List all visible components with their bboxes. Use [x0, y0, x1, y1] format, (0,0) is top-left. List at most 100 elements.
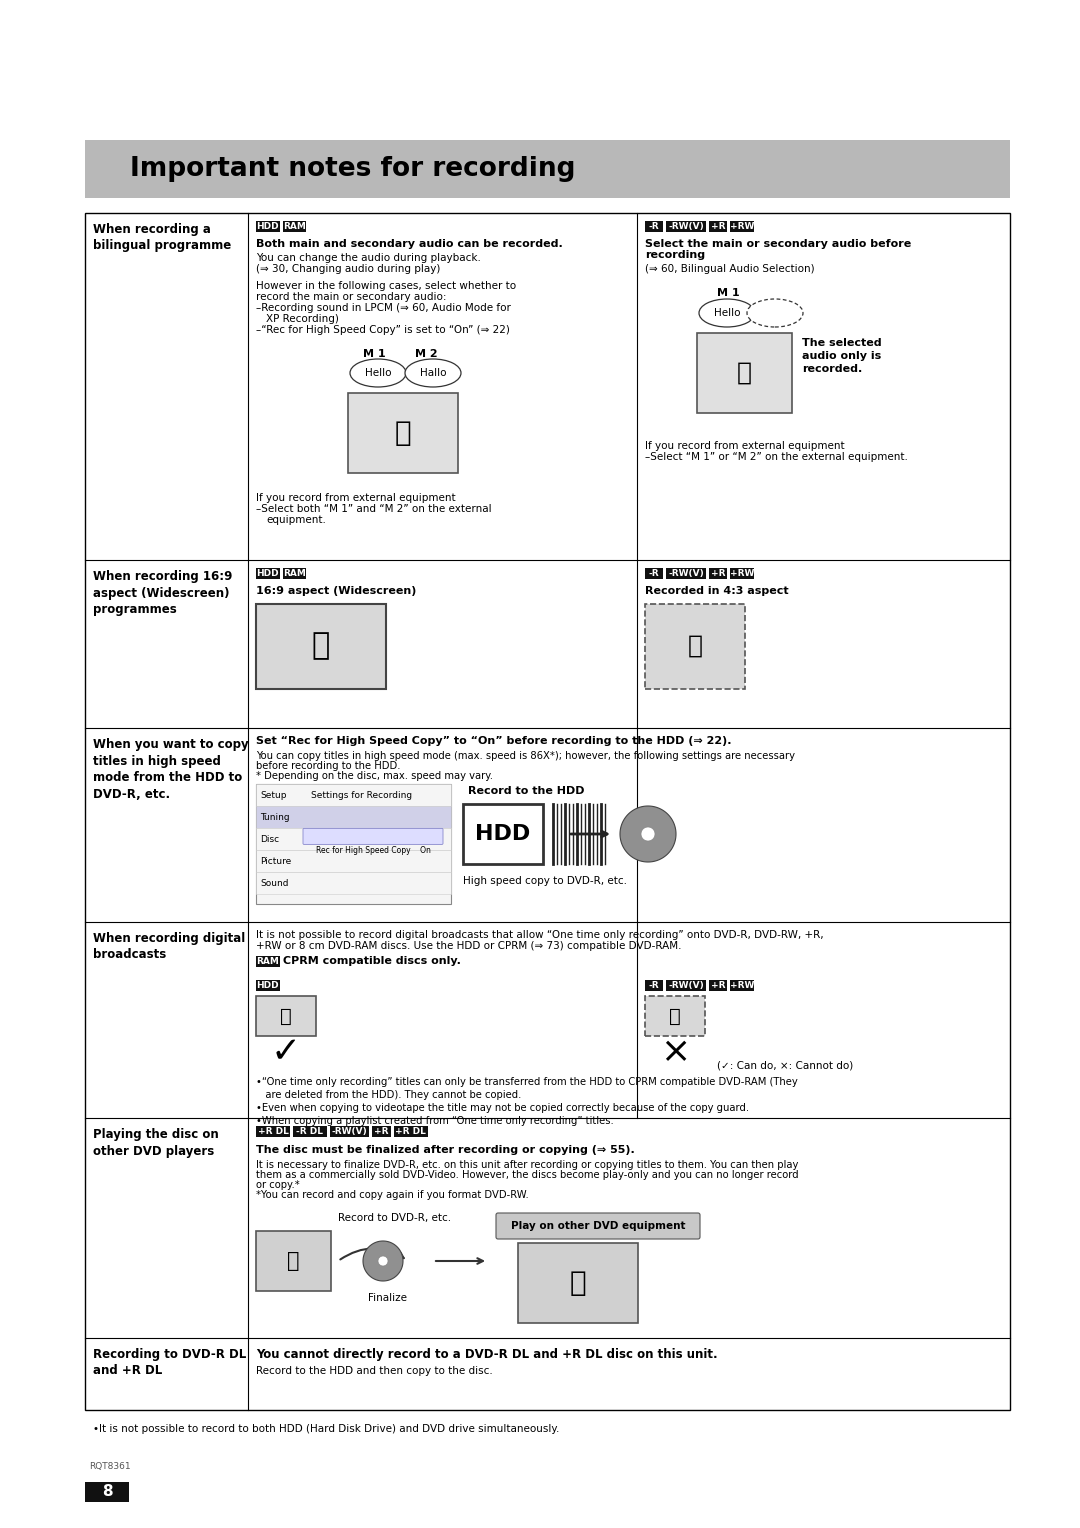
Text: HDD: HDD [475, 824, 530, 843]
Text: +R DL: +R DL [257, 1128, 288, 1135]
Text: RAM: RAM [256, 957, 280, 966]
Text: 8: 8 [102, 1485, 112, 1499]
Text: 👫: 👫 [394, 419, 411, 448]
Text: You can copy titles in high speed mode (max. speed is 86X*); however, the follow: You can copy titles in high speed mode (… [256, 750, 795, 761]
Text: (⇒ 30, Changing audio during play): (⇒ 30, Changing audio during play) [256, 264, 441, 274]
Text: When recording a
bilingual programme: When recording a bilingual programme [93, 223, 231, 252]
Text: If you record from external equipment: If you record from external equipment [256, 494, 456, 503]
Bar [85, 141, 1010, 199]
Text: Record to DVD-R, etc.: Record to DVD-R, etc. [338, 1213, 451, 1222]
Text: Recording to DVD-R DL
and +R DL: Recording to DVD-R DL and +R DL [93, 1348, 246, 1378]
Text: High speed copy to DVD-R, etc.: High speed copy to DVD-R, etc. [463, 876, 627, 886]
Bar [645, 996, 705, 1036]
Text: +R: +R [711, 222, 725, 231]
Text: before recording to the HDD.: before recording to the HDD. [256, 761, 401, 772]
Text: are deleted from the HDD). They cannot be copied.: are deleted from the HDD). They cannot b… [256, 1089, 522, 1100]
Text: RAM: RAM [283, 568, 306, 578]
Text: HDD: HDD [256, 981, 279, 990]
Text: If you record from external equipment: If you record from external equipment [645, 442, 845, 451]
Text: Record to the HDD and then copy to the disc.: Record to the HDD and then copy to the d… [256, 1366, 492, 1377]
Bar [373, 1126, 391, 1137]
Text: 👤: 👤 [737, 361, 752, 385]
Text: record the main or secondary audio:: record the main or secondary audio: [256, 292, 446, 303]
Bar [645, 222, 663, 232]
Text: -RW(V): -RW(V) [332, 1128, 367, 1135]
Text: The selected
audio only is
recorded.: The selected audio only is recorded. [802, 338, 881, 374]
Text: (✓: Can do, ×: Cannot do): (✓: Can do, ×: Cannot do) [717, 1060, 853, 1070]
Text: Rec for High Speed Copy    On: Rec for High Speed Copy On [315, 847, 431, 854]
Text: •When copying a playlist created from “One time only recording” titles.: •When copying a playlist created from “O… [256, 1115, 613, 1126]
Bar [730, 222, 754, 232]
Bar [256, 1126, 291, 1137]
Polygon shape [378, 1256, 388, 1267]
Text: It is not possible to record digital broadcasts that allow “One time only record: It is not possible to record digital bro… [256, 931, 824, 940]
Text: 💻: 💻 [569, 1268, 586, 1297]
Text: -RW(V): -RW(V) [669, 981, 704, 990]
Text: M 2: M 2 [415, 348, 437, 359]
Bar [708, 222, 727, 232]
Text: 📺: 📺 [688, 634, 702, 659]
Text: *You can record and copy again if you format DVD-RW.: *You can record and copy again if you fo… [256, 1190, 529, 1199]
Text: Picture: Picture [260, 857, 292, 865]
Text: M 1: M 1 [717, 287, 740, 298]
Text: +RW: +RW [730, 568, 754, 578]
Text: M 1: M 1 [363, 348, 386, 359]
Text: Important notes for recording: Important notes for recording [130, 156, 576, 182]
Text: When recording 16:9
aspect (Widescreen)
programmes: When recording 16:9 aspect (Widescreen) … [93, 570, 232, 616]
Bar [283, 568, 307, 579]
Text: -R: -R [649, 568, 660, 578]
Polygon shape [363, 1241, 403, 1280]
Text: +R DL: +R DL [395, 1128, 426, 1135]
Bar [293, 1126, 327, 1137]
Text: Select the main or secondary audio before: Select the main or secondary audio befor… [645, 238, 912, 249]
Text: +RW or 8 cm DVD-RAM discs. Use the HDD or CPRM (⇒ 73) compatible DVD-RAM.: +RW or 8 cm DVD-RAM discs. Use the HDD o… [256, 941, 681, 950]
Bar [85, 1482, 129, 1502]
Ellipse shape [747, 299, 804, 327]
Text: –Select both “M 1” and “M 2” on the external: –Select both “M 1” and “M 2” on the exte… [256, 504, 491, 513]
Text: Playing the disc on
other DVD players: Playing the disc on other DVD players [93, 1128, 219, 1158]
Text: recording: recording [645, 251, 705, 260]
Text: * Depending on the disc, max. speed may vary.: * Depending on the disc, max. speed may … [256, 772, 492, 781]
Bar [256, 996, 316, 1036]
Text: You can change the audio during playback.: You can change the audio during playback… [256, 254, 481, 263]
Ellipse shape [405, 359, 461, 387]
Text: Disc: Disc [260, 834, 279, 843]
Text: -R DL: -R DL [297, 1128, 324, 1135]
Bar [645, 568, 663, 579]
Bar [256, 568, 280, 579]
Bar [256, 805, 451, 828]
Text: +R: +R [711, 568, 725, 578]
FancyBboxPatch shape [496, 1213, 700, 1239]
Bar [256, 850, 451, 872]
Text: equipment.: equipment. [266, 515, 326, 526]
Text: HDD: HDD [256, 222, 279, 231]
Bar [645, 979, 663, 992]
Bar [666, 568, 705, 579]
Text: Hello: Hello [714, 309, 740, 318]
Bar [645, 604, 745, 689]
Bar [256, 222, 280, 232]
Bar [697, 333, 792, 413]
Text: Hello: Hello [365, 368, 391, 377]
Text: HDD: HDD [256, 568, 279, 578]
Text: -R: -R [649, 981, 660, 990]
Bar [256, 828, 451, 850]
Bar [256, 872, 451, 894]
Text: You cannot directly record to a DVD-R DL and +R DL disc on this unit.: You cannot directly record to a DVD-R DL… [256, 1348, 717, 1361]
Text: •Even when copying to videotape the title may not be copied correctly because of: •Even when copying to videotape the titl… [256, 1103, 750, 1112]
Text: 💿: 💿 [670, 1007, 680, 1025]
Bar [256, 957, 280, 967]
Text: 📺: 📺 [287, 1251, 299, 1271]
Text: +RW: +RW [730, 981, 754, 990]
Bar [256, 604, 386, 689]
Text: However in the following cases, select whether to: However in the following cases, select w… [256, 281, 516, 290]
Text: 💿: 💿 [280, 1007, 292, 1025]
Text: Record to the HDD: Record to the HDD [468, 785, 584, 796]
Text: -R: -R [649, 222, 660, 231]
Text: ✓: ✓ [271, 1034, 301, 1070]
Text: or copy.*: or copy.* [256, 1180, 300, 1190]
Text: Setup: Setup [260, 790, 286, 799]
Text: Play on other DVD equipment: Play on other DVD equipment [511, 1221, 685, 1232]
Bar [256, 784, 451, 805]
Ellipse shape [699, 299, 755, 327]
